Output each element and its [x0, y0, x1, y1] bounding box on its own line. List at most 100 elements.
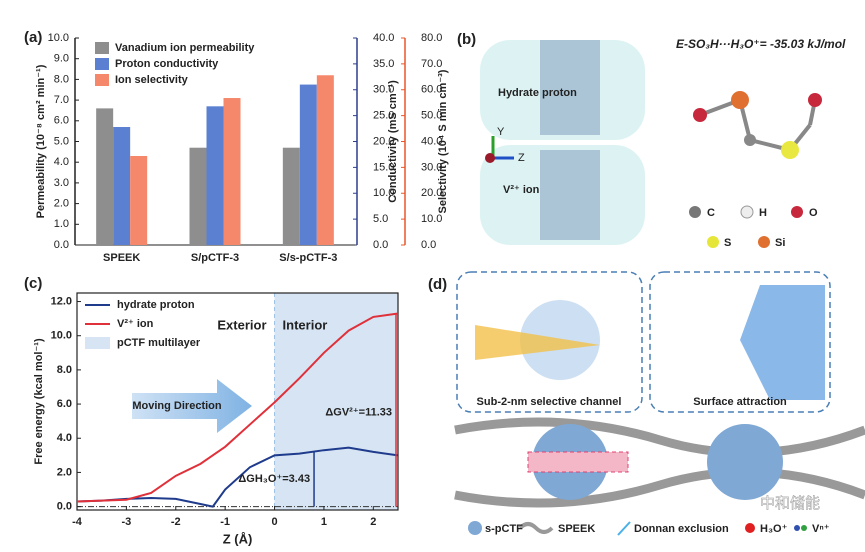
framework [540, 40, 600, 135]
legend-label: H₃O⁺ [760, 523, 788, 535]
annotation: Interior [283, 317, 328, 332]
legend-swatch [95, 74, 109, 86]
s-pctf [707, 424, 783, 500]
axis-origin [485, 153, 495, 163]
direction-arrow [132, 379, 252, 433]
bar [206, 106, 224, 245]
legend-swatch [85, 337, 110, 349]
tick-label: 0.0 [54, 239, 69, 251]
x-tick-label: S/s-pCTF-3 [279, 252, 337, 264]
frame [76, 292, 399, 511]
legend-swatch [95, 42, 109, 54]
x-label: Z (Å) [223, 531, 253, 546]
tick-label: 6.0 [54, 115, 69, 127]
panel-d: (d) Sub-2-nm selective channel Surface a… [428, 271, 865, 536]
bar [299, 84, 317, 245]
bar [113, 127, 131, 245]
bar [282, 147, 300, 245]
region [274, 293, 398, 510]
tick-label: 2.0 [54, 198, 69, 210]
bar [130, 155, 148, 245]
y-tick-label: 6.0 [57, 398, 72, 410]
x-tick-label: -3 [121, 516, 131, 528]
legend-label: Vⁿ⁺ [812, 523, 830, 535]
tick-label: 10.0 [421, 213, 442, 225]
tick-label: 25.0 [373, 110, 394, 122]
line [76, 312, 399, 503]
panel-label: (d) [428, 276, 447, 293]
y3-label: Selectivity (10⁴ S min cm⁻³) [437, 69, 449, 213]
panel-label: (b) [457, 31, 476, 48]
key [617, 521, 631, 536]
panel-label: (c) [24, 275, 42, 292]
tick-label: 10.0 [373, 187, 394, 199]
legend-label: Ion selectivity [115, 74, 189, 86]
tick-label: 8.0 [54, 73, 69, 85]
molecule [699, 98, 817, 152]
y-tick-label: 4.0 [57, 432, 72, 444]
atom-label: S [724, 237, 731, 249]
tick-label: 80.0 [421, 32, 442, 44]
annotation: ΔGH₃O⁺=3.43 [238, 473, 310, 485]
x-tick-label: S/pCTF-3 [191, 252, 239, 264]
tick-label: 9.0 [54, 53, 69, 65]
tick-label: 7.0 [54, 94, 69, 106]
legend-swatch [95, 58, 109, 70]
speek-wall [454, 467, 865, 508]
atom-key [758, 236, 770, 248]
x-tick-label: SPEEK [103, 252, 140, 264]
atom-key [791, 206, 803, 218]
atom-key [689, 206, 701, 218]
legend-label: hydrate proton [117, 299, 195, 311]
legend-label: s-pCTF [485, 523, 523, 535]
x-tick-label: -4 [72, 516, 83, 528]
tick-label: 10.0 [48, 32, 69, 44]
y-tick-label: 8.0 [57, 364, 72, 376]
y2-label: Conductivity (mS cm⁻¹) [387, 80, 399, 203]
key [468, 521, 482, 535]
tick-label: 60.0 [421, 84, 442, 96]
tick-label: 20.0 [373, 135, 394, 147]
annotation: Exterior [217, 317, 266, 332]
atom-label: Si [775, 237, 785, 249]
bar [223, 98, 241, 245]
tick-label: 4.0 [54, 156, 69, 168]
atom [781, 141, 799, 159]
y-tick-label: 2.0 [57, 466, 72, 478]
annotation: ΔGV²⁺=11.33 [325, 407, 392, 419]
y-label: Free energy (kcal mol⁻¹) [33, 338, 45, 465]
tick-label: 40.0 [373, 32, 394, 44]
axis-name: Z [518, 152, 525, 164]
key [794, 525, 800, 531]
key [745, 523, 755, 533]
tick-label: 35.0 [373, 58, 394, 70]
legend-label: Donnan exclusion [634, 523, 729, 535]
atom-key [707, 236, 719, 248]
watermark: 中和储能 [760, 495, 820, 512]
tick-label: 5.0 [373, 213, 388, 225]
atom [808, 93, 822, 107]
panel-b: (b) Hydrate proton V²⁺ ion Y Z E-SO₃H···… [457, 31, 846, 249]
legend-label: Proton conductivity [115, 58, 219, 70]
y-tick-label: 12.0 [51, 295, 72, 307]
legend-label: pCTF multilayer [117, 337, 201, 349]
y-label: Permeability (10⁻⁸ cm² min⁻¹) [35, 64, 47, 218]
legend-label: Vanadium ion permeability [115, 42, 255, 54]
bar [96, 108, 114, 245]
atom [693, 108, 707, 122]
path-highlight [527, 451, 629, 473]
bar [316, 75, 334, 245]
tick-label: 0.0 [421, 239, 436, 251]
tick-label: 1.0 [54, 218, 69, 230]
key [518, 522, 554, 534]
tick-label: 30.0 [421, 161, 442, 173]
tick-label: 50.0 [421, 110, 442, 122]
tick-label: 3.0 [54, 177, 69, 189]
x-tick-label: 1 [321, 516, 327, 528]
atom-label: C [707, 207, 715, 219]
tag: Hydrate proton [498, 87, 577, 99]
legend-label: SPEEK [558, 523, 595, 535]
atom [744, 134, 756, 146]
beam [475, 325, 600, 360]
inset-title: Sub-2-nm selective channel [477, 396, 622, 408]
